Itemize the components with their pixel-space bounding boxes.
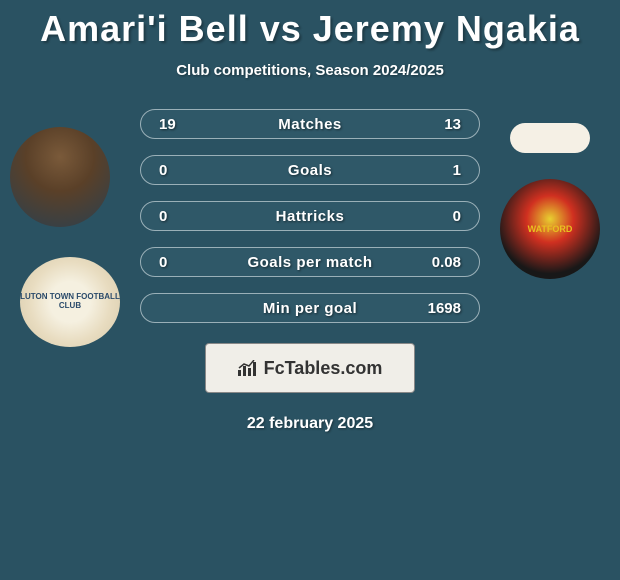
stat-left-value: 0 bbox=[159, 254, 199, 271]
stat-left-value: 0 bbox=[159, 162, 199, 179]
luton-badge-text: LUTON TOWN FOOTBALL CLUB bbox=[20, 293, 120, 311]
stat-label: Min per goal bbox=[199, 300, 421, 317]
comparison-date: 22 february 2025 bbox=[0, 415, 620, 433]
branding-box: FcTables.com bbox=[205, 343, 415, 393]
stat-row-matches: 19 Matches 13 bbox=[140, 109, 480, 139]
stat-right-value: 1698 bbox=[421, 300, 461, 317]
stat-label: Goals bbox=[199, 162, 421, 179]
player-right-photo bbox=[510, 123, 590, 153]
stat-right-value: 0.08 bbox=[421, 254, 461, 271]
stats-rows: 19 Matches 13 0 Goals 1 0 Hattricks 0 0 … bbox=[140, 109, 480, 323]
stat-right-value: 1 bbox=[421, 162, 461, 179]
chart-icon bbox=[238, 360, 258, 376]
stat-label: Hattricks bbox=[199, 208, 421, 225]
stat-label: Matches bbox=[199, 116, 421, 133]
comparison-title: Amari'i Bell vs Jeremy Ngakia bbox=[0, 0, 620, 50]
stat-right-value: 0 bbox=[421, 208, 461, 225]
stat-row-goals-per-match: 0 Goals per match 0.08 bbox=[140, 247, 480, 277]
player-left-photo bbox=[10, 127, 110, 227]
player-right-club-logo: WATFORD bbox=[500, 179, 600, 279]
stat-left-value: 19 bbox=[159, 116, 199, 133]
player-left-club-logo: LUTON TOWN FOOTBALL CLUB bbox=[20, 257, 120, 347]
watford-badge-text: WATFORD bbox=[528, 224, 573, 234]
stat-row-goals: 0 Goals 1 bbox=[140, 155, 480, 185]
stat-right-value: 13 bbox=[421, 116, 461, 133]
stat-label: Goals per match bbox=[199, 254, 421, 271]
comparison-subtitle: Club competitions, Season 2024/2025 bbox=[0, 62, 620, 79]
stat-row-hattricks: 0 Hattricks 0 bbox=[140, 201, 480, 231]
comparison-panel: LUTON TOWN FOOTBALL CLUB WATFORD 19 Matc… bbox=[0, 109, 620, 433]
stat-row-min-per-goal: Min per goal 1698 bbox=[140, 293, 480, 323]
stat-left-value: 0 bbox=[159, 208, 199, 225]
branding-text: FcTables.com bbox=[264, 358, 383, 379]
